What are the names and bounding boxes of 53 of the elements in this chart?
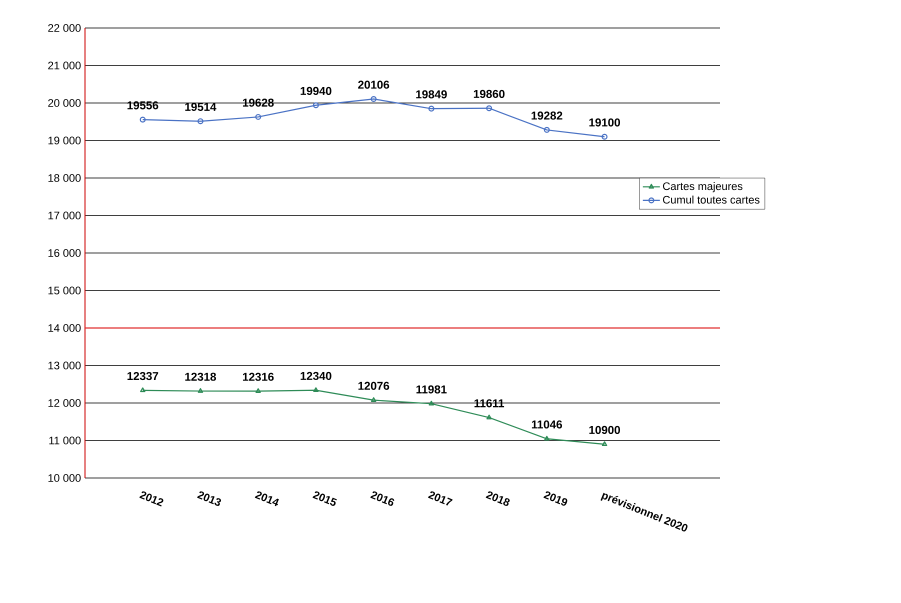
y-tick-label: 12 000 (48, 399, 81, 407)
point (255, 114, 262, 120)
y-tick-label: 15 000 (48, 286, 81, 294)
data-label: 19849 (416, 90, 447, 98)
point (198, 388, 204, 393)
point (428, 400, 434, 406)
data-label: 19860 (474, 90, 505, 98)
y-tick-label: 19 000 (48, 136, 81, 144)
legend-label: Cumul toutes cartes (663, 196, 760, 204)
data-label: 20106 (358, 80, 390, 89)
y-tick-label: 10 000 (48, 474, 81, 482)
data-label: 19940 (300, 86, 332, 95)
x-tick-label: 2013 (197, 491, 222, 506)
data-label: 12318 (185, 372, 216, 381)
data-label: 19282 (532, 112, 562, 120)
point (370, 96, 377, 102)
y-tick-label: 13 000 (48, 362, 81, 370)
x-tick-label: 2016 (370, 491, 394, 506)
x-tick-label: 2015 (312, 491, 337, 506)
point (428, 106, 434, 112)
data-label: 19514 (185, 102, 216, 111)
legend-label: Cartes majeures (663, 182, 742, 192)
y-tick-label: 18 000 (48, 174, 81, 182)
data-label: 11981 (416, 385, 447, 394)
data-label: 19100 (589, 118, 620, 126)
point (197, 118, 204, 124)
y-tick-label: 16 000 (48, 249, 81, 257)
y-tick-label: 21 000 (48, 62, 81, 70)
data-label: 11046 (532, 420, 562, 429)
y-tick-label: 11 000 (49, 436, 81, 444)
x-tick-label: 2018 (486, 491, 510, 506)
y-tick-label: 14 000 (48, 324, 81, 332)
x-tick-label: 2017 (428, 491, 453, 506)
point (486, 414, 492, 420)
y-tick-label: 20 000 (48, 99, 81, 107)
x-tick-label: 2012 (139, 491, 164, 506)
y-tick-label: 17 000 (48, 212, 81, 220)
data-label: 12337 (128, 372, 158, 380)
point (486, 105, 492, 112)
data-label: 19556 (128, 101, 158, 110)
data-label: 10900 (589, 426, 620, 434)
point (544, 126, 550, 133)
data-label: 12076 (358, 382, 390, 390)
point (312, 102, 319, 108)
point (544, 436, 550, 441)
point (256, 388, 261, 393)
x-tick-label: 2014 (254, 491, 279, 506)
point (313, 387, 319, 392)
point (370, 397, 376, 402)
y-tick-label: 22 000 (48, 24, 81, 32)
x-tick-label: 2019 (543, 491, 568, 506)
data-label: 12340 (300, 372, 332, 380)
data-label: 12316 (242, 372, 274, 381)
